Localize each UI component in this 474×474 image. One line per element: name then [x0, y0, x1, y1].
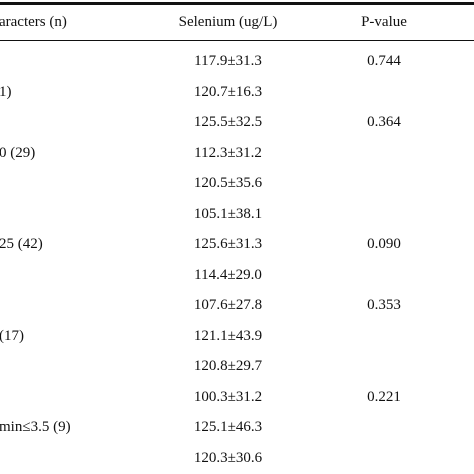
table-cell: 107.6±27.8 — [193, 297, 263, 313]
table-cell: 114.4±29.0 — [194, 266, 262, 283]
header-cell: P-value — [361, 14, 407, 30]
table-cell: 0.353 — [367, 297, 401, 313]
table-cell: 120.5±35.6 — [193, 175, 263, 191]
header-cell: Selenium (ug/L) — [178, 14, 278, 30]
table-cell: min≤3.5 (9) — [0, 419, 71, 435]
header-rule — [0, 40, 474, 41]
table-cell: 105.1±38.1 — [193, 205, 263, 222]
table-cell: 120.7±16.3 — [193, 83, 263, 100]
table-cell: 25 (42) — [0, 236, 43, 252]
table-cell: 120.3±30.6 — [193, 449, 263, 466]
top-rule — [0, 2, 474, 5]
table-cell: 125.5±32.5 — [193, 114, 263, 130]
table-cell: 0.221 — [367, 388, 401, 405]
table-cell: 0.364 — [367, 114, 401, 130]
table-cell: 121.1±43.9 — [193, 327, 263, 344]
header-cell: aracters (n) — [0, 14, 67, 30]
table-cell: 0.090 — [367, 236, 401, 252]
table-cell: 0 (29) — [0, 144, 36, 161]
table-cell: 120.8±29.7 — [193, 358, 263, 374]
table-cell: 112.3±31.2 — [194, 144, 262, 161]
table-cell: 1) — [0, 83, 12, 100]
table-cell: 125.1±46.3 — [193, 419, 263, 435]
table-cell: 117.9±31.3 — [194, 53, 262, 69]
table-cell: 0.744 — [367, 53, 401, 69]
table-cell: 125.6±31.3 — [193, 236, 263, 252]
table-cell: (17) — [0, 327, 24, 344]
table-cell: 100.3±31.2 — [193, 388, 263, 405]
